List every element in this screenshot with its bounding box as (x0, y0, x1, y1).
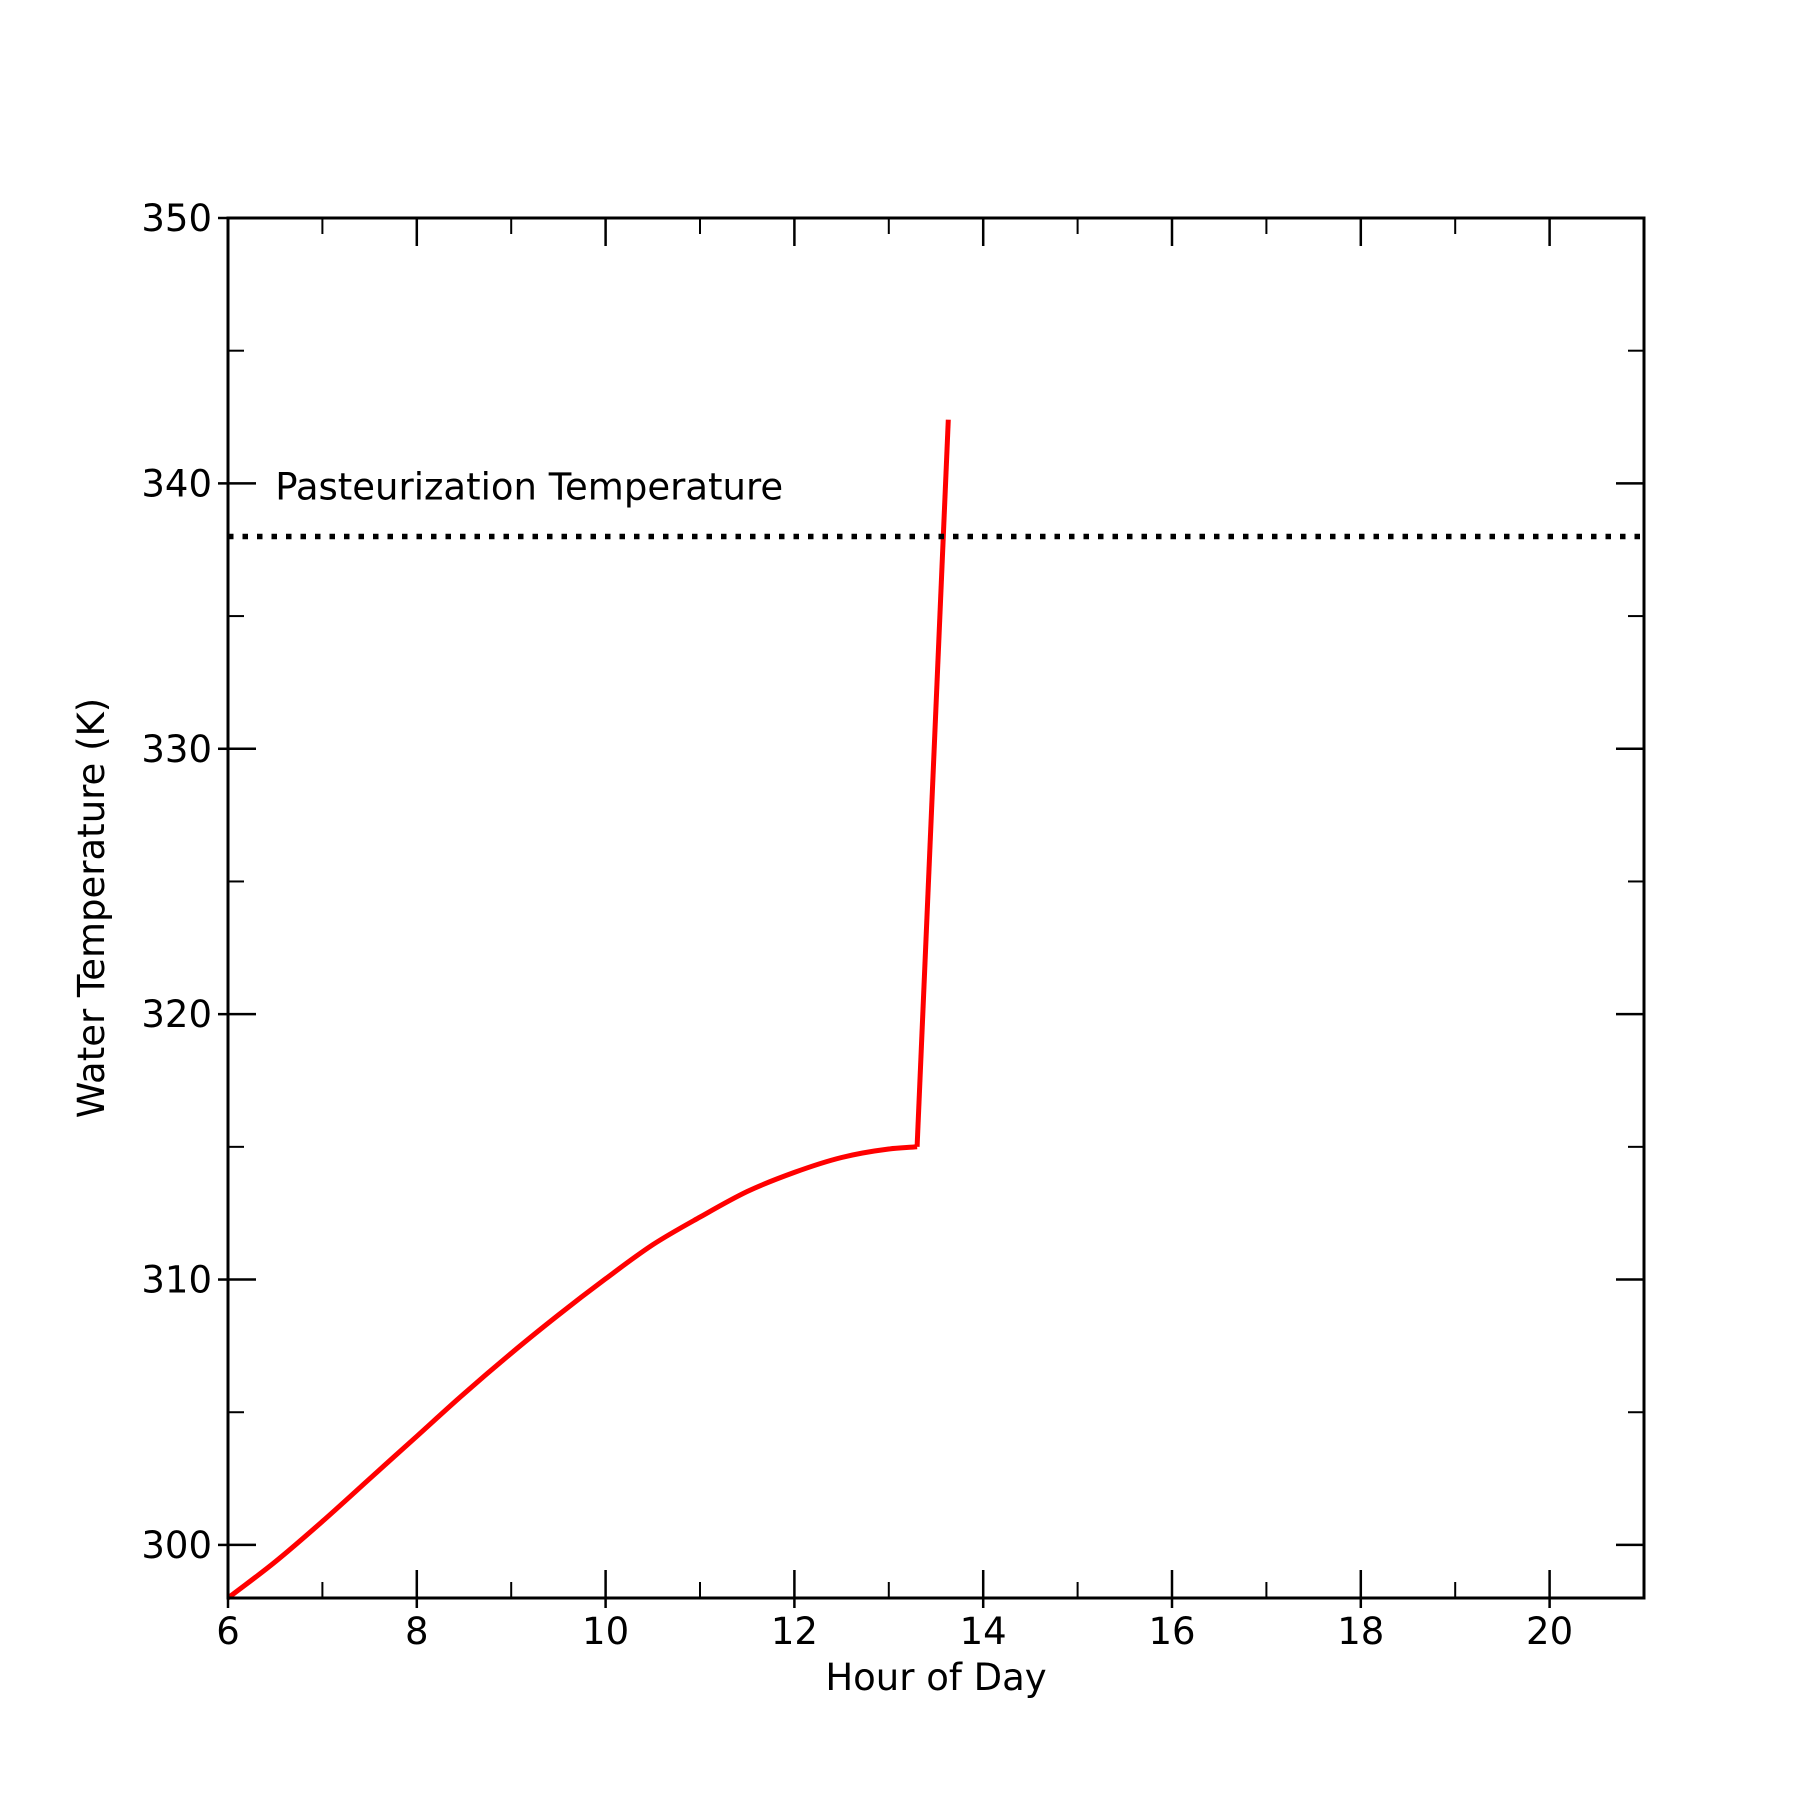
series-layer (226, 419, 951, 1600)
x-tick-labels: 6 8 10 12 14 16 18 20 (216, 1610, 1573, 1653)
x-tick-label: 14 (960, 1610, 1007, 1653)
y-tick-label: 340 (141, 462, 212, 505)
x-tick-label: 12 (771, 1610, 818, 1653)
y-tick-label: 300 (141, 1524, 212, 1567)
x-tick-label: 10 (582, 1610, 629, 1653)
y-axis-title: Water Temperature (K) (70, 698, 113, 1118)
y-tick-label: 320 (141, 993, 212, 1036)
x-tick-label: 6 (216, 1610, 240, 1653)
y-tick-labels: 300 310 320 330 340 350 (141, 197, 212, 1567)
y-tick-label: 330 (141, 728, 212, 771)
x-tick-label: 18 (1337, 1610, 1384, 1653)
x-tick-label: 16 (1148, 1610, 1195, 1653)
x-tick-label: 20 (1526, 1610, 1573, 1653)
ticks-layer (218, 216, 1645, 1608)
x-tick-label: 8 (405, 1610, 429, 1653)
y-tick-label: 350 (141, 197, 212, 240)
series-line-2 (914, 419, 951, 1147)
series-line-1 (226, 1144, 918, 1600)
x-axis-title: Hour of Day (825, 1656, 1046, 1699)
y-tick-label: 310 (141, 1259, 212, 1302)
plot-frame (226, 216, 1646, 1600)
pasteurization-label: Pasteurization Temperature (275, 465, 783, 508)
